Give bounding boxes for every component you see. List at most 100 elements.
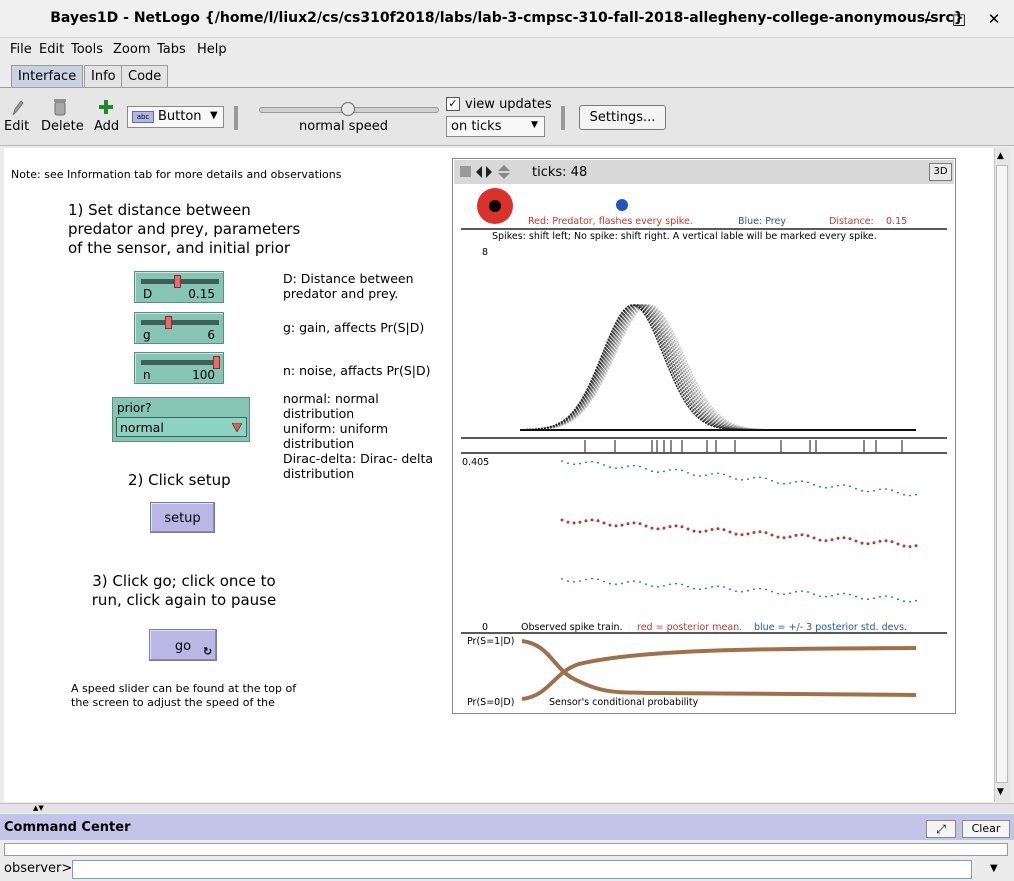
upper-bound-dot (813, 483, 815, 486)
upper-bound-dot (873, 489, 875, 492)
lower-bound-dot (867, 598, 869, 601)
lower-bound-dot (609, 582, 611, 585)
lower-bound-dot (849, 593, 851, 596)
upper-bound-dot (717, 472, 719, 475)
speed-slider-thumb[interactable] (341, 102, 355, 116)
prob-label-top: Pr(S=1|D) (467, 636, 515, 647)
prob-caption: Sensor's conditional probability (549, 697, 699, 708)
lower-bound-dot (903, 600, 905, 603)
menu-tabs[interactable]: Tabs (157, 42, 186, 57)
tab-info[interactable]: Info (84, 65, 123, 87)
posterior-mean-dot (560, 518, 564, 522)
upper-bound-dot (837, 484, 839, 487)
view-3d-button[interactable]: 3D (929, 163, 952, 181)
lower-bound-dot (879, 595, 881, 598)
upper-bound-dot (807, 481, 809, 484)
posterior-mean-dot (872, 541, 876, 545)
slider-thumb[interactable] (213, 356, 220, 369)
ticks-counter: ticks: 48 (532, 165, 588, 180)
slider-d[interactable]: D 0.15 (134, 271, 224, 303)
lower-bound-dot (771, 590, 773, 593)
command-input[interactable] (72, 860, 972, 879)
upper-bound-dot (603, 464, 605, 466)
close-button[interactable]: ✕ (987, 10, 1001, 28)
split-divider[interactable] (0, 803, 1014, 813)
lower-bound-dot (705, 587, 707, 590)
upper-bound-dot (669, 469, 671, 471)
lower-bound-dot (657, 585, 659, 588)
posterior-mean-dot (758, 530, 762, 534)
menu-edit[interactable]: Edit (39, 42, 65, 57)
add-tool[interactable]: Add (92, 96, 122, 144)
maximize-button[interactable]: □ (951, 10, 967, 28)
upper-bound-dot (771, 479, 773, 482)
chevron-down-icon[interactable]: ▼ (990, 863, 998, 874)
tab-divider (0, 87, 1014, 88)
upper-bound-dot (621, 466, 623, 469)
trace-caption-red: red = posterior mean. (637, 622, 743, 633)
scroll-up-icon[interactable]: ▲ (997, 151, 1004, 161)
chooser-box[interactable]: normal (116, 417, 247, 437)
slider-g[interactable]: g 6 (134, 312, 224, 344)
menu-zoom[interactable]: Zoom (113, 42, 151, 57)
slider-thumb[interactable] (165, 316, 172, 329)
scroll-thumb[interactable] (996, 165, 1008, 783)
lower-bound-dot (855, 595, 857, 598)
lower-bound-dot (819, 595, 821, 598)
slider-n[interactable]: n 100 (134, 352, 224, 384)
posterior-mean-dot (806, 534, 810, 538)
expand-icon[interactable]: ⤢ (926, 820, 956, 838)
lower-bound-dot (831, 594, 833, 597)
scroll-down-icon[interactable]: ▼ (997, 787, 1004, 797)
posterior-mean-dot (812, 536, 816, 540)
posterior-mean-dot (686, 527, 690, 531)
lower-bound-dot (741, 590, 743, 593)
step2-text: 2) Click setup (128, 471, 231, 489)
menu-help[interactable]: Help (197, 42, 227, 57)
posterior-mean-dot (674, 524, 678, 528)
trace-ymin: 0 (482, 622, 489, 633)
posterior-mean-dot (566, 520, 570, 524)
posterior-mean-dot (830, 538, 834, 542)
step3-text: 3) Click go; click once to run, click ag… (91, 572, 277, 609)
upper-bound-dot (831, 486, 833, 488)
upper-bound-dot (585, 461, 587, 464)
posterior-curve (519, 304, 916, 431)
menu-tools[interactable]: Tools (71, 42, 104, 57)
split-arrows-icon[interactable]: ▲▼ (33, 804, 44, 812)
upper-bound-dot (795, 480, 797, 483)
posterior-mean-dot (824, 539, 828, 543)
posterior-mean-dot (656, 527, 660, 531)
posterior-mean-dot (752, 531, 756, 534)
clear-button[interactable]: Clear (962, 820, 1010, 838)
window-title: Bayes1D - NetLogo {/home/l/liux2/cs/cs31… (50, 10, 964, 26)
view-updates-checkbox[interactable]: ✓ (446, 97, 460, 111)
widget-type-select[interactable]: abc Button ▼ (127, 106, 224, 128)
step1-text: 1) Set distance between predator and pre… (68, 201, 301, 257)
posterior-traces (560, 460, 918, 603)
upper-bound-dot (891, 489, 893, 492)
edit-tool[interactable]: Edit (4, 96, 32, 144)
menu-file[interactable]: File (10, 42, 32, 57)
slider-thumb[interactable] (174, 275, 181, 288)
posterior-mean-dot (788, 535, 792, 539)
posterior-mean-dot (662, 526, 666, 530)
upper-bound-dot (741, 479, 743, 481)
prior-chooser[interactable]: prior? normal (112, 397, 250, 442)
go-button[interactable]: go ↻ (149, 629, 217, 661)
tab-code[interactable]: Code (121, 65, 169, 87)
tab-interface[interactable]: Interface (11, 65, 84, 87)
sensor-curve-falling (521, 639, 655, 695)
lower-bound-dot (681, 583, 683, 586)
upper-bound-dot (699, 475, 701, 477)
settings-button[interactable]: Settings... (579, 105, 666, 130)
upper-bound-dot (645, 468, 647, 470)
update-mode-select[interactable]: on ticks ▼ (446, 116, 545, 137)
posterior-mean-dot (740, 533, 744, 537)
setup-button[interactable]: setup (150, 502, 215, 533)
posterior-mean-dot (902, 544, 906, 548)
lower-bound-dot (579, 580, 581, 582)
minimize-button[interactable]: – (924, 10, 932, 28)
upper-bound-dot (789, 482, 791, 484)
delete-tool[interactable]: Delete (40, 96, 84, 144)
